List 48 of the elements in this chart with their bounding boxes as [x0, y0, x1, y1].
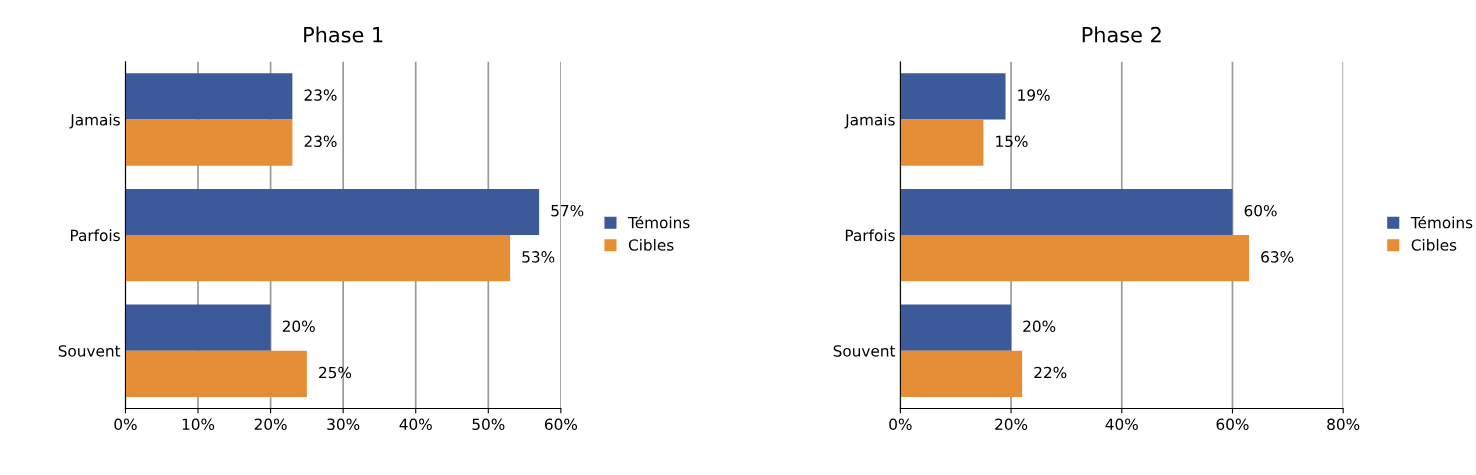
bar	[900, 235, 1250, 282]
bar	[125, 73, 293, 120]
bar	[900, 188, 1233, 236]
y-tick-label: Jamais	[69, 113, 120, 129]
data-label: 23%	[304, 135, 337, 148]
data-label: 57%	[551, 204, 584, 217]
x-tick-label: 60%	[1216, 418, 1249, 431]
chart-title: Phase 1	[304, 26, 383, 43]
y-tick-label: Parfois	[71, 229, 120, 242]
x-tick-label: 0%	[889, 418, 912, 431]
x-tick-label: 30%	[327, 418, 360, 431]
data-label: 22%	[1034, 366, 1067, 379]
bar	[125, 235, 511, 282]
legend-label: Cibles	[1411, 238, 1457, 251]
x-tick-label: 20%	[254, 418, 287, 431]
legend-label: Témoins	[1410, 215, 1473, 229]
x-tick-label: 10%	[182, 418, 215, 431]
bar	[125, 350, 307, 397]
data-label: 20%	[1023, 320, 1056, 333]
data-label: 53%	[522, 251, 555, 263]
y-tick-label: Souvent	[58, 345, 121, 357]
data-label: 23%	[304, 89, 337, 101]
bar	[125, 188, 540, 236]
data-label: 60%	[1244, 204, 1277, 217]
chart-title: Phase 2	[1082, 26, 1161, 43]
data-label: 63%	[1261, 251, 1294, 263]
x-tick-label: 60%	[544, 418, 578, 431]
bar	[900, 350, 1023, 397]
data-label: 25%	[319, 366, 352, 379]
x-tick-label: 50%	[472, 418, 505, 431]
bar	[125, 119, 293, 166]
bar	[125, 304, 271, 351]
x-tick-label: 80%	[1327, 418, 1360, 431]
legend-label: Témoins	[627, 215, 690, 229]
x-tick-label: 0%	[114, 418, 137, 431]
data-label: 20%	[282, 320, 315, 333]
data-label: 19%	[1018, 89, 1050, 101]
y-tick-label: Jamais	[844, 113, 895, 129]
legend-label: Cibles	[628, 238, 674, 251]
bar	[900, 73, 1006, 120]
data-label: 15%	[996, 135, 1028, 148]
x-tick-label: 20%	[995, 418, 1028, 431]
x-tick-label: 40%	[1105, 418, 1138, 431]
x-tick-label: 40%	[399, 418, 432, 431]
y-tick-label: Parfois	[845, 229, 895, 242]
bar	[900, 304, 1012, 351]
y-tick-label: Souvent	[833, 345, 896, 357]
bar	[900, 119, 984, 166]
